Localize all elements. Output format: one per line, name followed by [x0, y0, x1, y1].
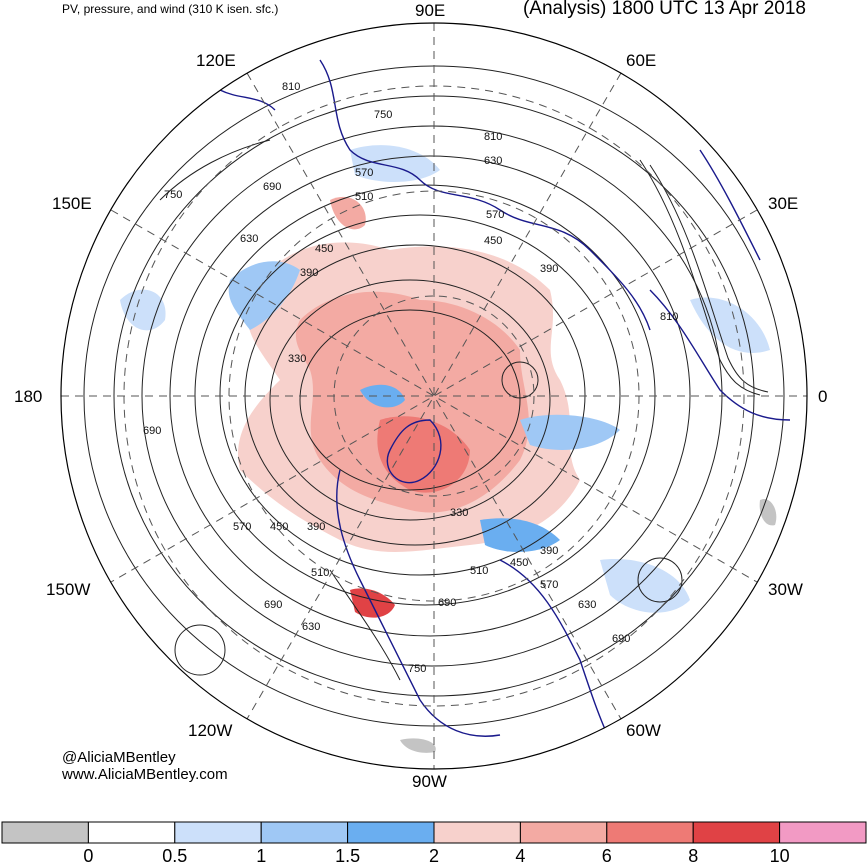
- colorbar-tick-label: 1: [256, 846, 266, 865]
- pressure-label: 690: [612, 633, 630, 645]
- colorbar-tick-label: 6: [602, 846, 612, 865]
- colorbar-tick-label: 0: [83, 846, 93, 865]
- lon-label-150w: 150W: [46, 580, 91, 599]
- credit-handle: @AliciaMBentley: [62, 749, 176, 766]
- pressure-label: 690: [263, 181, 281, 193]
- pressure-label: 390: [307, 521, 325, 533]
- colorbar-tick-label: 2: [429, 846, 439, 865]
- pressure-label: 390: [300, 267, 318, 279]
- pressure-label: 630: [240, 233, 258, 245]
- colorbar-segment: [87, 821, 176, 844]
- pressure-label: 510: [470, 565, 488, 577]
- lon-label-60w: 60W: [626, 721, 661, 740]
- lon-label-0: 0: [818, 387, 828, 406]
- chart-title-left: PV, pressure, and wind (310 K isen. sfc.…: [62, 2, 279, 16]
- pressure-label: 630: [484, 155, 502, 167]
- pressure-label: 630: [578, 599, 596, 611]
- pressure-label: 390: [540, 263, 558, 275]
- chart-title-right: (Analysis) 1800 UTC 13 Apr 2018: [522, 0, 806, 19]
- pressure-label: 570: [233, 521, 251, 533]
- pressure-label: 810: [484, 131, 502, 143]
- pressure-label: 750: [408, 663, 426, 675]
- pressure-label: 810: [282, 81, 300, 93]
- colorbar-segment: [260, 821, 349, 844]
- pressure-label: 450: [510, 557, 528, 569]
- polar-map: 810 750 810 630 570 510 570 450 390 690 …: [60, 22, 808, 770]
- pressure-label: 450: [315, 243, 333, 255]
- pressure-label: 570: [355, 167, 373, 179]
- colorbar-segment: [1, 821, 89, 844]
- colorbar-tick-label: 0.5: [162, 846, 187, 865]
- colorbar-segment: [174, 821, 262, 844]
- lon-label-120w: 120W: [188, 721, 233, 740]
- pressure-label: 510: [355, 191, 373, 203]
- lon-label-60e: 60E: [626, 51, 657, 70]
- coastlines: [219, 59, 791, 741]
- colorbar-segment: [692, 821, 781, 844]
- pressure-label: 750: [164, 189, 182, 201]
- pressure-label: 810: [660, 311, 678, 323]
- credit-website: www.AliciaMBentley.com: [62, 766, 228, 783]
- colorbar-tick-label: 8: [688, 846, 698, 865]
- colorbar-tick-label: 4: [515, 846, 525, 865]
- pressure-label: 510: [311, 567, 329, 579]
- pressure-label: 330: [450, 507, 468, 519]
- colorbar-segment: [606, 821, 694, 844]
- colorbar-segment: [779, 821, 867, 844]
- lon-label-90e: 90E: [415, 1, 446, 20]
- colorbar-tick-label: 1.5: [335, 846, 360, 865]
- pressure-label: 690: [264, 599, 282, 611]
- pressure-label: 630: [302, 621, 320, 633]
- lon-label-30w: 30W: [768, 580, 803, 599]
- lat-lon-grid: [61, 23, 807, 769]
- pressure-label: 750: [374, 109, 392, 121]
- lon-label-150e: 150E: [52, 194, 92, 213]
- colorbar-segment: [433, 821, 521, 844]
- pressure-label: 690: [438, 597, 456, 609]
- pressure-label: 570: [486, 209, 504, 221]
- pressure-label: 570: [540, 579, 558, 591]
- colorbar-tick-label: 10: [770, 846, 790, 865]
- lon-label-30e: 30E: [768, 194, 799, 213]
- lon-label-180: 180: [14, 387, 43, 406]
- pressure-label: 450: [270, 521, 288, 533]
- colorbar-segment: [519, 821, 608, 844]
- map-boundary: [60, 22, 808, 770]
- pressure-label: 330: [288, 353, 306, 365]
- colorbar-segment: [347, 821, 435, 844]
- pressure-label: 450: [484, 235, 502, 247]
- pressure-label: 390: [540, 545, 558, 557]
- pressure-label: 690: [143, 425, 161, 437]
- lon-label-90w: 90W: [412, 772, 447, 791]
- lon-label-120e: 120E: [196, 51, 236, 70]
